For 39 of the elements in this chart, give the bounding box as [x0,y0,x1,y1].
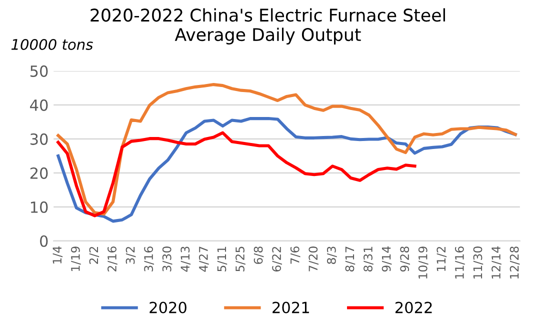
y-axis-title: 10000 tons [11,38,93,50]
legend-label: 2021 [272,302,309,314]
x-tick-label: 9/14 [382,246,392,272]
y-tick-label: 50 [30,65,48,77]
x-tick-label: 4/27 [198,246,209,272]
x-tick-label: 6/8 [254,246,264,264]
x-tick-label: 8/17 [345,246,356,272]
line-series [56,131,416,218]
x-tick-label: 11/30 [473,246,484,278]
chart-title: 2020-2022 China's Electric Furnace Steel Average Daily Output [90,8,445,44]
y-tick-label: 10 [30,201,48,213]
y-tick-label: 20 [30,167,48,179]
x-tick-label: 2/2 [89,246,100,264]
y-tick-label: 0 [40,235,48,247]
x-tick-label: 12/14 [492,246,502,278]
x-tick-label: 2/16 [108,246,118,272]
x-tick-label: 10/19 [418,246,428,278]
x-tick-label: 5/25 [236,246,246,272]
y-tick-label: 30 [30,133,48,145]
x-tick-label: 1/19 [70,246,81,271]
x-tick-label: 12/28 [510,246,520,278]
x-tick-label: 3/30 [162,246,172,272]
x-tick-label: 8/3 [326,246,337,264]
x-tick-label: 7/6 [290,246,300,264]
x-tick-label: 11/2 [436,246,447,271]
x-tick-label: 5/11 [217,246,228,272]
x-tick-label: 1/4 [52,246,63,264]
x-tick-label: 7/20 [308,246,319,272]
x-tick-label: 4/13 [180,246,191,272]
line-series [56,83,517,216]
x-tick-label: 6/22 [272,246,282,272]
legend-label: 2022 [396,302,432,314]
y-tick-label: 40 [30,99,48,111]
x-tick-label: 3/2 [126,246,136,264]
x-tick-label: 11/16 [454,246,465,278]
x-tick-label: 9/28 [400,246,410,272]
legend-label: 2020 [150,302,186,314]
x-tick-label: 8/31 [364,246,374,272]
x-tick-label: 3/16 [144,246,154,272]
